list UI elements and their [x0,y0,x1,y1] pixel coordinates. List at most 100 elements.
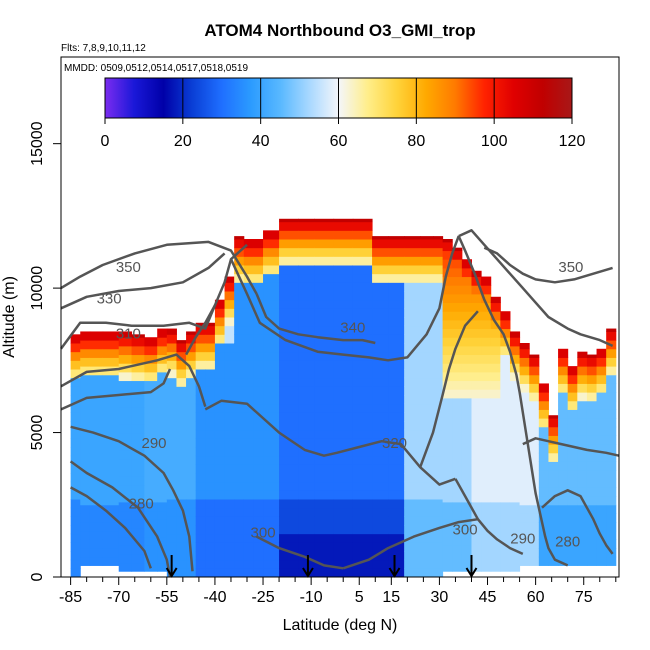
heatmap-cell [253,308,264,318]
heatmap-cell [333,308,354,318]
heatmap-cell [538,418,549,428]
heatmap-cell [89,400,104,410]
heatmap-cell [279,377,299,387]
heatmap-cell [131,536,145,546]
heatmap-cell [372,447,389,457]
heatmap-cell [214,455,226,465]
heatmap-cell [89,452,104,462]
heatmap-cell [102,522,120,532]
heatmap-cell [420,343,434,353]
heatmap-cell [404,282,421,292]
heatmap-cell [166,533,177,543]
heatmap-cell [567,409,578,419]
heatmap-cell [509,493,521,503]
x-tick-label: 45 [479,589,497,606]
heatmap-cell [471,389,482,399]
heatmap-cell [372,533,389,543]
heatmap-cell [279,559,299,569]
heatmap-cell [205,464,216,474]
x-tick-label: 60 [527,589,545,606]
heatmap-cell [205,507,216,517]
heatmap-cell [298,282,315,292]
heatmap-cell [263,395,280,405]
colorbar-tick-label: 80 [407,133,425,150]
heatmap-cell [224,412,235,422]
heatmap-cell [214,499,226,509]
heatmap-cell [352,239,373,249]
heatmap-cell [567,522,578,532]
heatmap-cell [118,406,133,416]
heatmap-cell [519,357,530,367]
contour-line [342,517,479,570]
heatmap-cell [70,421,81,431]
heatmap-cell [279,308,299,318]
heatmap-cell [118,519,133,529]
heatmap-cell [490,527,501,538]
heatmap-cell [205,343,216,353]
heatmap-cell [195,551,206,561]
heatmap-cell [509,527,521,538]
heatmap-cell [70,481,81,491]
heatmap-cell [131,334,145,338]
heatmap-cell [586,452,598,462]
heatmap-cell [490,406,501,416]
heatmap-cell [253,334,264,344]
contour-line [185,304,216,356]
heatmap-cell [586,504,598,514]
heatmap-cell [205,499,216,509]
heatmap-cell [404,447,421,457]
heatmap-cell [471,337,482,347]
heatmap-cell [234,403,245,413]
heatmap-cell [80,418,91,428]
heatmap-cell [186,421,197,431]
heatmap-cell [481,449,492,460]
heatmap-cell [567,444,578,454]
heatmap-cell [144,354,158,364]
heatmap-cell [481,467,492,477]
heatmap-cell [433,265,444,275]
heatmap-cell [500,527,511,538]
heatmap-cell [529,400,540,410]
heatmap-cell [279,464,299,474]
heatmap-cell [442,389,453,399]
heatmap-cell [234,516,245,526]
heatmap-cell [298,360,315,370]
heatmap-cell [442,423,453,434]
heatmap-cell [118,345,133,356]
heatmap-cell [70,533,81,543]
heatmap-cell [452,354,463,364]
heatmap-cell [186,369,197,379]
heatmap-cell [433,542,444,552]
heatmap-cell [263,542,280,552]
heatmap-cell [263,299,280,309]
heatmap-cell [372,351,389,361]
heatmap-cell [144,406,158,416]
heatmap-cell [420,438,434,448]
heatmap-cell [314,317,335,327]
heatmap-cell [186,351,197,361]
heatmap-cell [596,548,607,558]
heatmap-cell [80,487,91,497]
heatmap-cell [529,409,540,419]
heatmap-cell [214,525,226,535]
heatmap-cell [452,536,463,546]
heatmap-cell [144,380,158,390]
heatmap-cell [452,276,463,286]
heatmap-cell [89,504,104,514]
heatmap-cell [279,291,299,301]
heatmap-cell [529,496,540,506]
heatmap-cell [144,345,158,356]
heatmap-cell [279,343,299,353]
heatmap-cell [279,230,299,240]
heatmap-cell [144,527,158,538]
heatmap-cell [606,522,617,532]
heatmap-cell [509,562,521,572]
heatmap-cell [567,418,578,428]
heatmap-cell [70,542,81,552]
heatmap-cell [298,473,315,483]
flights-subtitle: Flts: 7,8,9,10,11,12 [61,43,146,54]
heatmap-cell [420,282,434,292]
heatmap-cell [70,499,81,509]
heatmap-cell [333,438,354,448]
heatmap-cell [567,548,578,558]
